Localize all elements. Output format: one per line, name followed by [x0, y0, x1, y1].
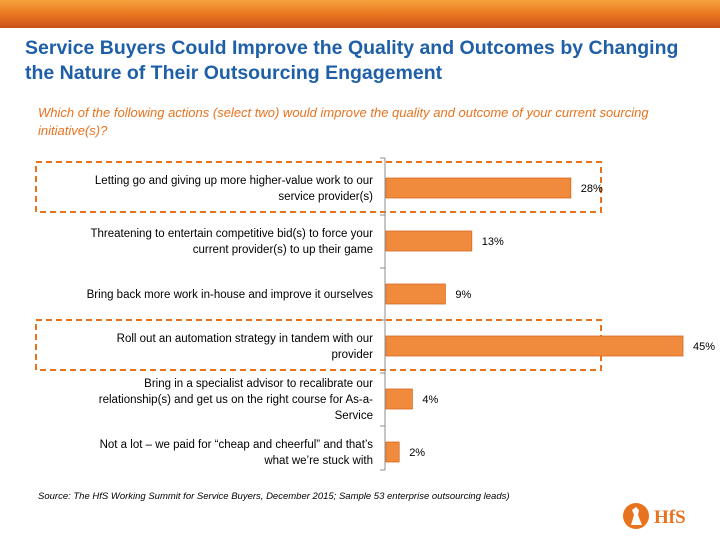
category-label-line: Not a lot – we paid for “cheap and cheer…: [100, 439, 374, 451]
category-label: Threatening to entertain competitive bid…: [90, 228, 373, 256]
bar-value-label: 4%: [422, 394, 438, 406]
top-banner: [0, 0, 720, 28]
category-label: Letting go and giving up more higher-val…: [95, 175, 373, 203]
category-label-line: Roll out an automation strategy in tande…: [117, 333, 374, 345]
bar: [385, 230, 473, 252]
bar-value-label: 13%: [482, 236, 504, 248]
bar: [385, 177, 572, 199]
category-label-line: Threatening to entertain competitive bid…: [90, 228, 373, 240]
survey-question: Which of the following actions (select t…: [38, 105, 649, 138]
category-label-line: provider: [331, 349, 373, 361]
slide-title: Service Buyers Could Improve the Quality…: [25, 37, 679, 84]
category-label: Roll out an automation strategy in tande…: [117, 333, 374, 361]
category-label: Bring back more work in-house and improv…: [87, 289, 374, 301]
category-label: Not a lot – we paid for “cheap and cheer…: [100, 439, 374, 467]
source-note: Source: The HfS Working Summit for Servi…: [38, 491, 510, 502]
category-label-line: Bring in a specialist advisor to recalib…: [144, 378, 373, 390]
hfs-logo: HfS: [623, 503, 686, 529]
bar-value-label: 28%: [581, 183, 603, 195]
bar: [385, 441, 400, 463]
category-label-line: what we’re stuck with: [263, 455, 373, 467]
bar: [385, 388, 413, 410]
category-label-line: Bring back more work in-house and improv…: [87, 289, 374, 301]
category-label-line: Letting go and giving up more higher-val…: [95, 175, 373, 187]
bar-value-label: 9%: [455, 289, 471, 301]
category-label-line: service provider(s): [278, 191, 373, 203]
bar-value-label: 45%: [693, 341, 715, 353]
category-label: Bring in a specialist advisor to recalib…: [99, 378, 373, 422]
logo-figure-icon: [631, 507, 642, 525]
bar: [385, 335, 684, 357]
highlight-box: [35, 161, 602, 213]
category-label-line: current provider(s) to up their game: [193, 244, 373, 256]
category-label-line: Service: [335, 410, 373, 422]
category-label-line: relationship(s) and get us on the right …: [99, 394, 373, 406]
bar: [385, 283, 446, 305]
bar-value-label: 2%: [409, 447, 425, 459]
logo-text: HfS: [654, 507, 686, 528]
